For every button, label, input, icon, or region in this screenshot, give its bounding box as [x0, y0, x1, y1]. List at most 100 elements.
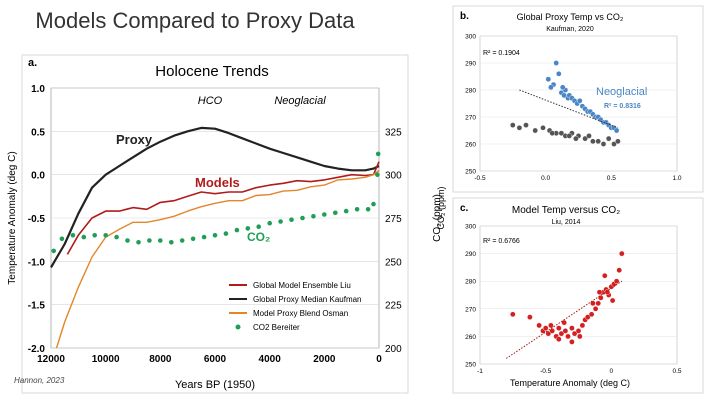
y2-tick-label: 250	[385, 257, 402, 268]
co2-point	[375, 151, 381, 157]
x-axis-label-a: Years BP (1950)	[175, 379, 255, 391]
panel-c-title: Model Temp versus CO₂	[512, 205, 620, 216]
osman-blend-line	[55, 169, 380, 349]
scatter-point	[579, 103, 586, 109]
scatter-point	[584, 314, 591, 320]
scatter-point	[577, 333, 583, 340]
co2-point	[125, 238, 130, 243]
scatter-point	[609, 297, 616, 304]
scatter-point	[587, 108, 594, 115]
co2-point	[354, 207, 360, 212]
scatter-point	[569, 95, 575, 101]
co2-point	[245, 226, 251, 231]
scatter-point	[598, 294, 604, 301]
panel-b-title: Global Proxy Temp vs CO₂	[517, 12, 624, 22]
scatter-point	[527, 314, 533, 320]
panel-b-neoglacial-label: Neoglacial	[596, 86, 647, 98]
models-annotation: Models	[195, 175, 240, 190]
x-tick-label: 0	[376, 354, 382, 365]
scatter-point	[566, 133, 573, 139]
plot-a-yticks: 1.0 0.5 0.0 -0.5 -1.0 -1.5 -2.0	[28, 84, 46, 355]
co2-point	[371, 201, 376, 207]
plot-area-a	[50, 87, 380, 349]
scatter-point	[582, 135, 588, 142]
scatter-point	[549, 130, 556, 136]
panel-c-frame	[452, 197, 704, 394]
scatter-point	[556, 325, 562, 331]
scatter-point	[608, 125, 615, 131]
co2-point	[158, 238, 163, 243]
y-axis-label-a: Temperature Anomaly (deg C)	[7, 151, 18, 284]
y-tick-label: -1.5	[28, 301, 46, 312]
x-tick-label: -0.5	[474, 175, 486, 182]
panel-c-label: c.	[460, 203, 469, 214]
plot-a-series	[50, 126, 381, 349]
panel-a-label: a.	[28, 57, 37, 69]
co2-point	[70, 233, 76, 238]
plot-area-c	[479, 225, 678, 365]
legend-co2-swatch	[235, 324, 241, 330]
legend-a: Global Model Ensemble Liu Global Proxy Me…	[229, 281, 362, 332]
scatter-point	[565, 95, 571, 101]
proxy-median-line	[50, 126, 380, 268]
x-tick-label: 0	[610, 368, 614, 375]
x-tick-label: -1	[477, 368, 483, 375]
scatter-point	[509, 311, 516, 318]
y-tick-label: 290	[465, 61, 476, 68]
scatter-point	[569, 325, 575, 331]
legend-osman-label: Model Proxy Blend Osman	[253, 309, 348, 318]
panel-b-subtitle: Kaufman, 2020	[546, 26, 594, 33]
scatter-point	[556, 71, 562, 77]
co2-point	[311, 214, 316, 219]
panel-c-subtitle: Liu, 2014	[552, 219, 581, 226]
plot-b-series	[509, 60, 621, 147]
scatter-point	[556, 336, 562, 343]
co2-point	[103, 233, 108, 238]
scatter-point	[613, 278, 620, 285]
scatter-point	[536, 322, 542, 329]
panel-a-title: Holocene Trends	[155, 63, 268, 80]
x-tick-label: 0.5	[672, 368, 681, 375]
scatter-point	[569, 130, 575, 136]
scatter-point	[565, 333, 571, 340]
scatter-point	[582, 316, 588, 323]
y-tick-label: 270	[465, 115, 476, 122]
scatter-point	[592, 114, 599, 120]
co2-point	[322, 212, 327, 217]
scatter-point	[575, 328, 582, 334]
y-tick-label: -0.5	[28, 214, 46, 225]
plot-b-ticks: 250 260 270 280 290 300 -0.5 0.0 0.5 1.0	[465, 34, 682, 183]
y-tick-label: -1.0	[28, 257, 46, 268]
panel-b-label: b.	[460, 11, 469, 22]
co2-point	[147, 238, 152, 243]
plot-c-ticks: 250 260 270 280 290 300 -1 -0.5 0 0.5	[465, 224, 682, 376]
co2-point	[365, 207, 371, 212]
scatter-point	[592, 305, 599, 312]
y-tick-label: 250	[465, 169, 476, 176]
y2-tick-label: 200	[385, 344, 402, 355]
scatter-point	[600, 141, 607, 147]
scatter-point	[562, 87, 569, 93]
y2-tick-label: 225	[385, 301, 402, 312]
scatter-point	[595, 114, 602, 120]
y-tick-label: 260	[465, 334, 476, 341]
scatter-point	[571, 98, 578, 104]
legend-kaufman-label: Global Proxy Median Kaufman	[253, 295, 362, 304]
panel-b-r2-all: R² = 0.1904	[483, 50, 520, 57]
scatter-point	[561, 92, 567, 99]
scatter-point	[590, 111, 596, 118]
x-tick-label: 12000	[37, 354, 65, 365]
scatter-point	[542, 325, 549, 331]
scatter-point	[540, 328, 546, 334]
model-ensemble-line	[66, 161, 380, 255]
scatter-point	[600, 119, 607, 126]
scatter-point	[590, 138, 596, 145]
scatter-point	[548, 322, 554, 329]
scatter-point	[582, 106, 588, 112]
scatter-point	[545, 76, 552, 82]
scatter-point	[553, 333, 560, 340]
scatter-point	[579, 322, 586, 329]
scatter-point	[613, 127, 620, 134]
plot-b-grid	[480, 35, 677, 172]
scatter-point	[608, 283, 615, 290]
